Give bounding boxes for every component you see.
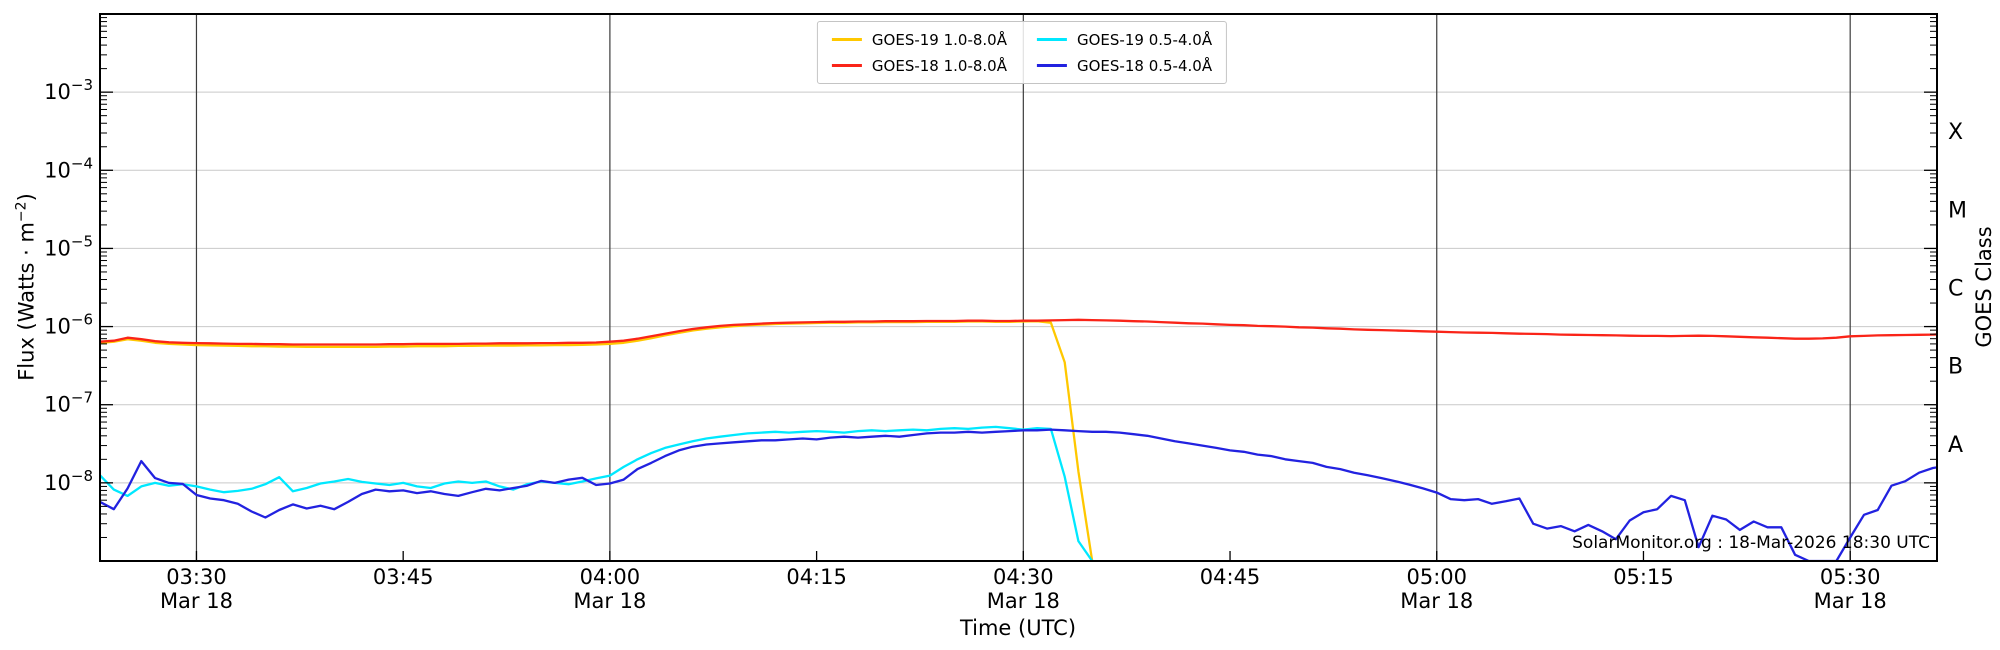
series-line-goes-18-short <box>100 428 1937 561</box>
y-tick-label: 10−4 <box>44 154 93 182</box>
series-line-goes-18-long <box>100 318 1937 346</box>
goes-class-letter-x: X <box>1948 120 1963 145</box>
x-tick-date: Mar 18 <box>573 589 646 613</box>
x-tick-date: Mar 18 <box>1400 589 1473 613</box>
legend-item-goes19-long: GOES-19 1.0-8.0Å <box>831 29 1007 50</box>
x-tick-label: 03:45 <box>373 565 434 589</box>
y-tick-label: 10−8 <box>44 467 93 495</box>
x-tick-date: Mar 18 <box>1814 589 1887 613</box>
legend-swatch-goes18-short-icon <box>1037 64 1067 67</box>
goes-class-letter-c: C <box>1948 277 1963 302</box>
legend-swatch-goes19-short-icon <box>1037 38 1067 41</box>
y-tick-label: 10−5 <box>44 232 93 260</box>
y-axis-title-flux-sup: −2 <box>13 201 30 223</box>
goes-class-letter-b: B <box>1948 355 1963 380</box>
series-line-goes-19-long <box>100 320 1094 561</box>
legend-swatch-goes19-long-icon <box>831 38 862 41</box>
legend: GOES-19 1.0-8.0Å GOES-18 1.0-8.0Å GOES-1… <box>816 21 1228 84</box>
y-axis-title-flux-text: Flux (Watts · m <box>14 222 39 381</box>
plot-frame <box>99 13 1938 562</box>
x-tick-label: 03:30 <box>166 565 227 589</box>
y-axis-title-goes-class: GOES Class <box>1972 226 1996 348</box>
x-tick-label: 04:00 <box>580 565 641 589</box>
x-tick-date: Mar 18 <box>987 589 1060 613</box>
legend-label-goes19-short: GOES-19 0.5-4.0Å <box>1077 30 1213 49</box>
x-axis-title: Time (UTC) <box>959 616 1077 640</box>
series-line-goes-19-short <box>100 425 1094 561</box>
y-axis-title-flux-suffix: ) <box>14 193 39 202</box>
x-tick-label: 04:45 <box>1200 565 1261 589</box>
y-axis-title-flux: Flux (Watts · m−2) <box>14 193 39 381</box>
legend-swatch-goes18-long-icon <box>831 64 862 67</box>
legend-label-goes18-long: GOES-18 1.0-8.0Å <box>871 56 1007 75</box>
legend-item-goes19-short: GOES-19 0.5-4.0Å <box>1037 29 1212 50</box>
legend-label-goes18-short: GOES-18 0.5-4.0Å <box>1077 56 1213 75</box>
legend-column-long-channel: GOES-19 1.0-8.0Å GOES-18 1.0-8.0Å <box>831 29 1007 76</box>
goes-class-letter-a: A <box>1948 433 1963 458</box>
legend-item-goes18-long: GOES-18 1.0-8.0Å <box>831 55 1007 76</box>
x-tick-label: 04:15 <box>786 565 847 589</box>
goes-class-letter-m: M <box>1948 198 1967 223</box>
x-tick-label: 05:30 <box>1820 565 1881 589</box>
y-tick-label: 10−7 <box>44 389 93 417</box>
y-tick-label: 10−6 <box>44 311 93 339</box>
x-tick-label: 04:30 <box>993 565 1054 589</box>
x-tick-label: 05:00 <box>1406 565 1467 589</box>
legend-item-goes18-short: GOES-18 0.5-4.0Å <box>1037 55 1212 76</box>
watermark: SolarMonitor.org : 18-Mar-2026 18:30 UTC <box>1572 533 1930 553</box>
legend-column-short-channel: GOES-19 0.5-4.0Å GOES-18 0.5-4.0Å <box>1037 29 1212 76</box>
x-tick-label: 05:15 <box>1613 565 1674 589</box>
y-tick-label: 10−3 <box>44 76 93 104</box>
legend-label-goes19-long: GOES-19 1.0-8.0Å <box>871 30 1007 49</box>
x-tick-date: Mar 18 <box>160 589 233 613</box>
